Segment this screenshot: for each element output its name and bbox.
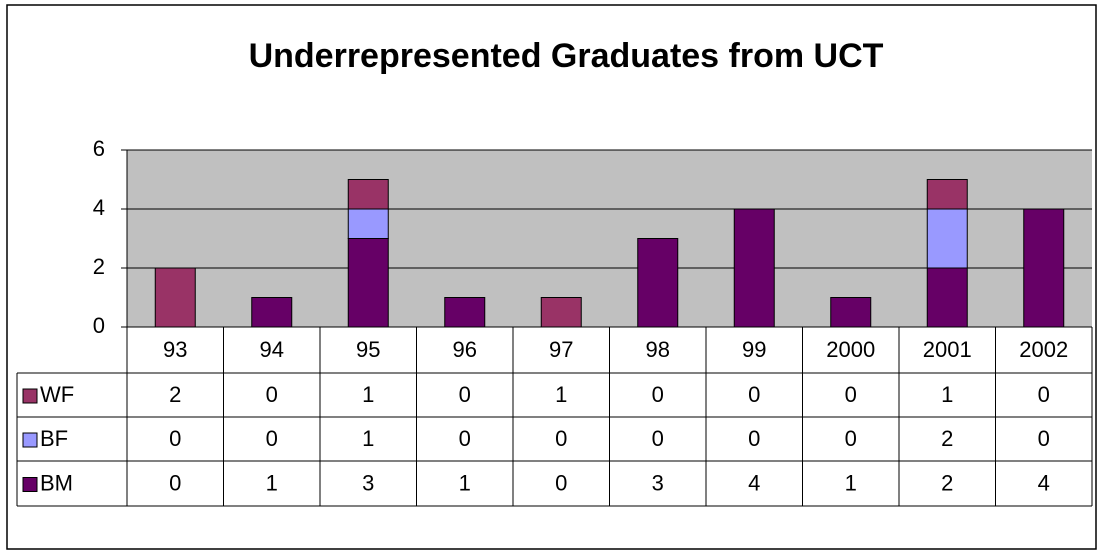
x-tick-label: 96 [453,337,477,362]
y-tick-label: 6 [93,136,105,161]
table-value: 0 [845,426,857,451]
table-value: 0 [169,470,181,495]
bar-segment [733,208,775,328]
bar-segment [154,267,196,328]
table-value: 0 [652,382,664,407]
table-value: 3 [362,470,374,495]
table-value: 0 [459,382,471,407]
table-value: 0 [1038,382,1050,407]
legend-label: BF [40,426,68,451]
table-value: 0 [845,382,857,407]
y-tick-label: 2 [93,254,105,279]
table-value: 1 [845,470,857,495]
y-tick-label: 4 [93,195,105,220]
table-value: 0 [555,426,567,451]
table-value: 4 [1038,470,1050,495]
bar-segment [926,208,968,269]
table-value: 0 [555,470,567,495]
table-value: 1 [362,426,374,451]
table-value: 2 [941,470,953,495]
bar-segment [540,297,582,328]
bar-segment [926,267,968,328]
table-value: 3 [652,470,664,495]
table-value: 0 [266,426,278,451]
x-tick-label: 93 [163,337,187,362]
table-value: 0 [652,426,664,451]
table-value: 1 [266,470,278,495]
table-value: 1 [941,382,953,407]
legend-label: WF [40,382,74,407]
table-value: 4 [748,470,760,495]
x-tick-label: 2001 [923,337,972,362]
x-tick-label: 97 [549,337,573,362]
table-value: 0 [748,426,760,451]
x-tick-label: 95 [356,337,380,362]
table-value: 1 [459,470,471,495]
legend-swatch [22,477,38,492]
bar-segment [444,297,486,328]
y-tick-label: 0 [93,313,105,338]
table-value: 2 [941,426,953,451]
bar-segment [637,238,679,328]
table-value: 0 [1038,426,1050,451]
x-tick-label: 2002 [1019,337,1068,362]
bar-segment [347,238,389,328]
legend-swatch [22,432,38,448]
table-value: 2 [169,382,181,407]
bar-segment [1023,208,1065,328]
table-value: 0 [169,426,181,451]
bar-segment [347,208,389,239]
table-value: 0 [748,382,760,407]
table-value: 1 [362,382,374,407]
bar-segment [347,179,389,210]
legend-label: BM [40,470,73,495]
x-tick-label: 98 [646,337,670,362]
legend-swatch [22,388,38,404]
table-value: 0 [459,426,471,451]
bar-segment [251,297,293,328]
bar-segment [926,179,968,210]
chart-title: Underrepresented Graduates from UCT [249,37,884,75]
x-tick-label: 99 [742,337,766,362]
x-tick-label: 94 [260,337,284,362]
table-value: 1 [555,382,567,407]
x-tick-label: 2000 [826,337,875,362]
table-value: 0 [266,382,278,407]
bar-segment [830,297,872,328]
